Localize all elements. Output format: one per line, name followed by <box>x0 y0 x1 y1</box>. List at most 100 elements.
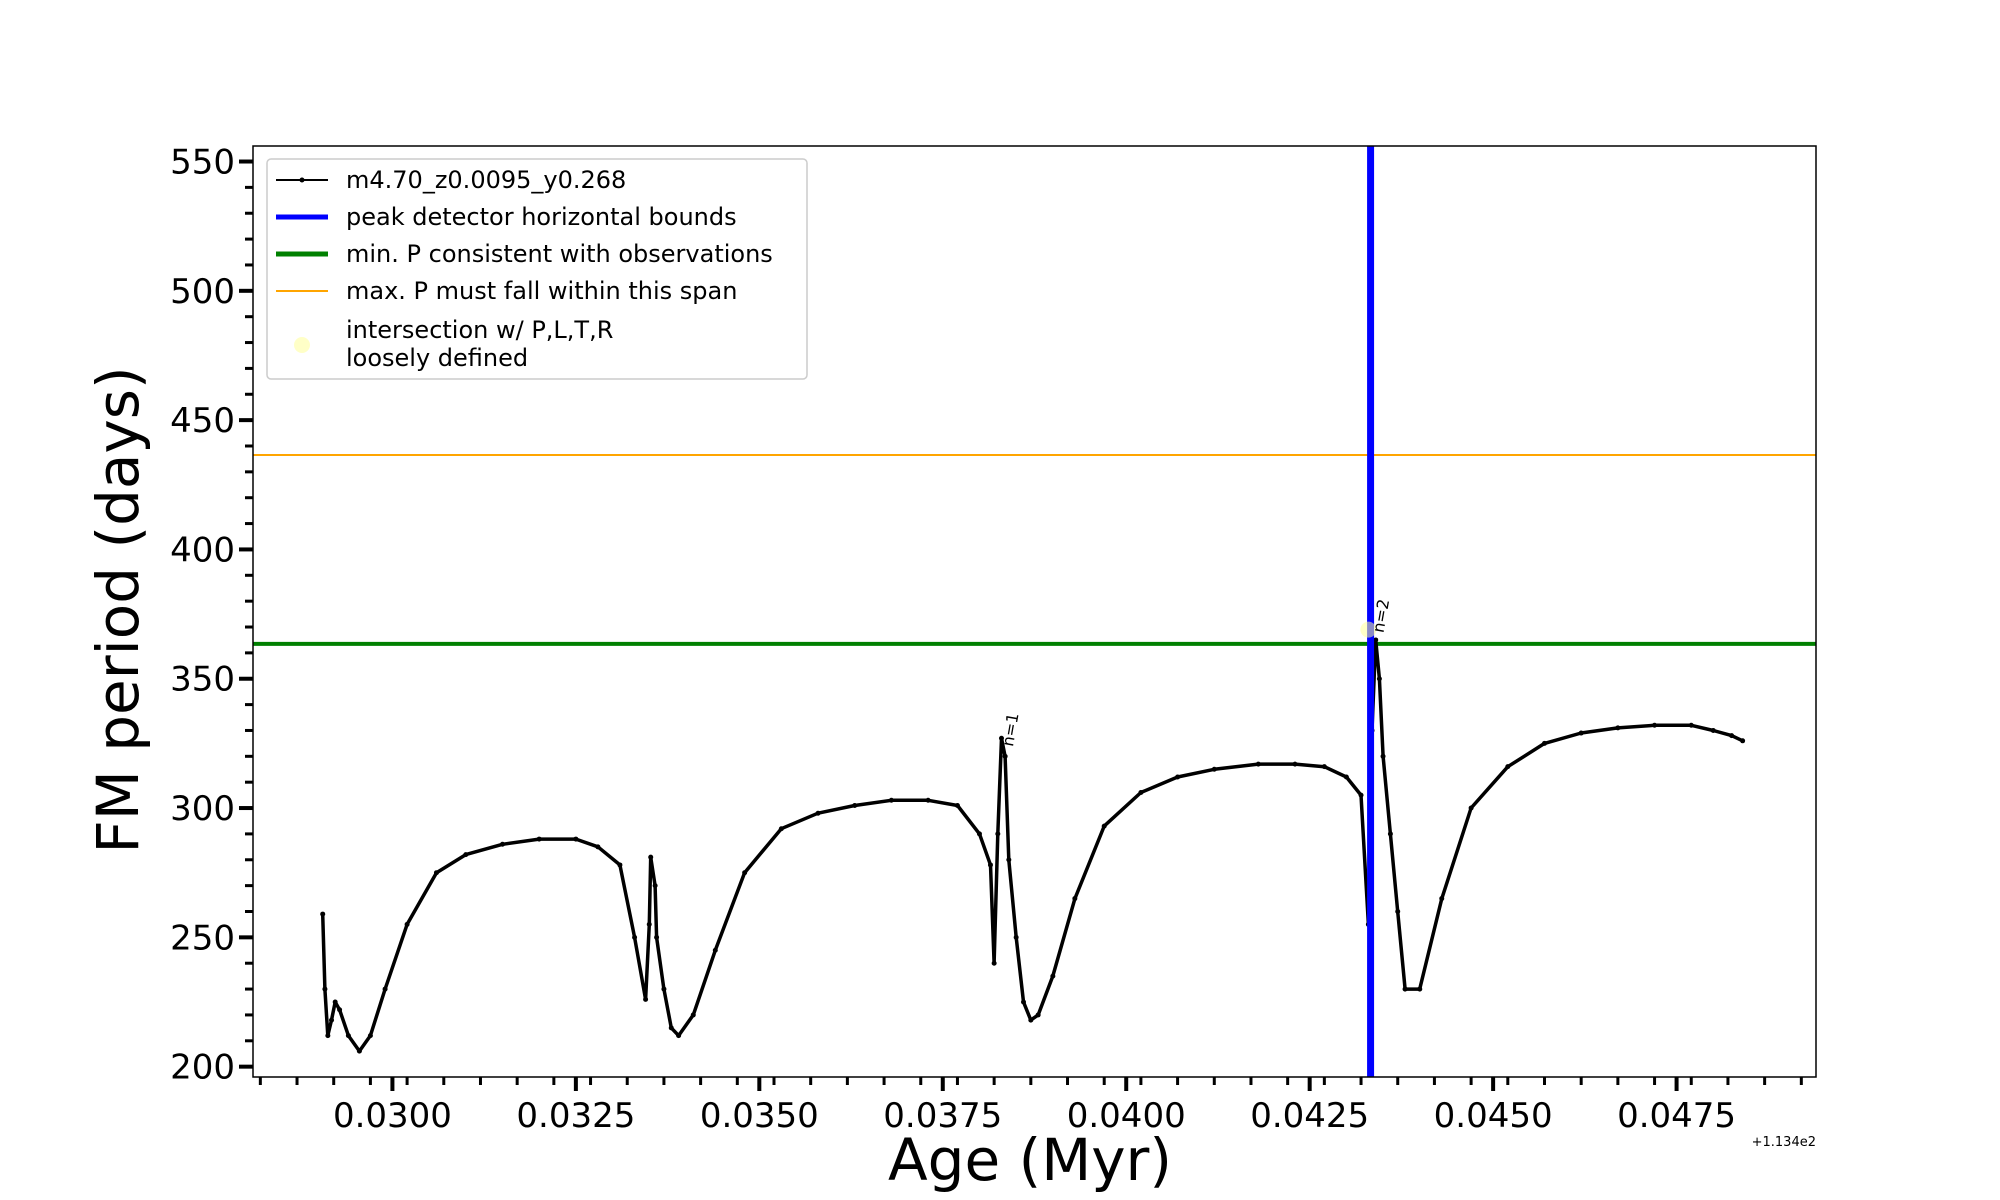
series-point <box>463 852 469 858</box>
series-point <box>815 810 821 816</box>
series-point <box>1729 733 1735 739</box>
series-point <box>345 1033 351 1039</box>
series-point <box>337 1007 343 1013</box>
y-tick-label: 250 <box>170 918 235 958</box>
series-point <box>332 999 338 1005</box>
series-point <box>1541 740 1547 746</box>
series-point <box>573 836 579 842</box>
series-point <box>643 996 649 1002</box>
legend-label: intersection w/ P,L,T,R <box>346 316 613 344</box>
series-point <box>1615 725 1621 731</box>
y-axis: 200 250 300 350 400 450 500 550 <box>170 143 253 1088</box>
series-point <box>329 1017 335 1023</box>
x-axis-title: Age (Myr) <box>888 1126 1172 1194</box>
series-point <box>1343 774 1349 780</box>
series-point <box>987 862 993 868</box>
series-point <box>1417 986 1423 992</box>
series-point <box>1050 973 1056 979</box>
y-tick-label: 200 <box>170 1048 235 1088</box>
series-point <box>1505 764 1511 770</box>
series-point <box>976 831 982 837</box>
series-point <box>690 1012 696 1018</box>
series-point <box>1387 831 1393 837</box>
series-point <box>991 960 997 966</box>
series-point <box>888 797 894 803</box>
series-point <box>1439 896 1445 902</box>
series-point <box>1101 823 1107 829</box>
series-point <box>1376 676 1382 682</box>
series-point <box>356 1048 362 1054</box>
series-point <box>652 883 658 889</box>
series-point <box>433 870 439 876</box>
series-point <box>676 1033 682 1039</box>
y-tick-label: 450 <box>170 401 235 441</box>
series-point <box>632 934 638 940</box>
legend-label: min. P consistent with observations <box>346 240 773 268</box>
series-point <box>1292 761 1298 767</box>
series-point <box>998 735 1004 741</box>
series-point <box>1035 1012 1041 1018</box>
series-point <box>322 986 328 992</box>
intersection-point <box>1360 621 1377 638</box>
plot-frame <box>252 145 1817 1078</box>
series-point <box>1652 722 1658 728</box>
series-point <box>1072 896 1078 902</box>
series-point <box>320 911 326 917</box>
legend-label: m4.70_z0.0095_y0.268 <box>346 166 626 194</box>
series-point <box>1395 908 1401 914</box>
x-tick-label: 0.0350 <box>700 1096 819 1136</box>
series-point <box>1402 986 1408 992</box>
series-point <box>1688 722 1694 728</box>
x-axis: 0.0300 0.0325 0.0350 0.0375 0.0400 0.0425 0.04… <box>258 1077 1803 1136</box>
y-tick-label: 400 <box>170 530 235 570</box>
series-point <box>1002 753 1008 759</box>
y-tick-label: 500 <box>170 272 235 312</box>
y-axis-title: FM period (days) <box>84 366 152 853</box>
series-point <box>1468 805 1474 811</box>
legend-label: loosely defined <box>346 344 528 372</box>
series-point <box>1321 764 1327 770</box>
series-point <box>404 921 410 927</box>
series-point <box>1358 792 1364 798</box>
y-tick-label: 550 <box>170 143 235 183</box>
series-point <box>778 826 784 832</box>
series-point <box>595 844 601 850</box>
series-point <box>742 870 748 876</box>
legend-box <box>266 158 808 380</box>
x-tick-label: 0.0300 <box>333 1096 452 1136</box>
legend-swatch-dot <box>294 337 310 353</box>
series-point <box>1211 766 1217 772</box>
series-point <box>925 797 931 803</box>
series-point <box>1710 727 1716 733</box>
x-tick-label: 0.0375 <box>883 1096 1002 1136</box>
series-point <box>1740 738 1746 744</box>
series-point <box>1013 934 1019 940</box>
annotation-label: n=1 <box>998 711 1023 748</box>
series-point <box>382 986 388 992</box>
series-point <box>1006 857 1012 863</box>
series-point <box>1020 999 1026 1005</box>
series-point <box>1255 761 1261 767</box>
x-tick-label: 0.0325 <box>516 1096 635 1136</box>
legend-swatch-dot <box>299 177 305 183</box>
series-point <box>1175 774 1181 780</box>
series-point <box>654 934 660 940</box>
x-tick-label: 0.0425 <box>1250 1096 1369 1136</box>
series-point <box>1373 637 1379 643</box>
x-offset-label: +1.134e2 <box>1752 1135 1816 1150</box>
series-point <box>367 1033 373 1039</box>
series-point <box>668 1025 674 1031</box>
y-tick-label: 300 <box>170 789 235 829</box>
series-point <box>954 802 960 808</box>
series-point <box>1028 1017 1034 1023</box>
series-point <box>1578 730 1584 736</box>
series-point <box>499 841 505 847</box>
series-point <box>712 947 718 953</box>
x-tick-label: 0.0475 <box>1617 1096 1736 1136</box>
legend-label: peak detector horizontal bounds <box>346 203 737 231</box>
x-tick-label: 0.0400 <box>1067 1096 1186 1136</box>
x-tick-label: 0.0450 <box>1434 1096 1553 1136</box>
series-point <box>852 802 858 808</box>
series-point <box>1380 753 1386 759</box>
series-point <box>1138 790 1144 796</box>
